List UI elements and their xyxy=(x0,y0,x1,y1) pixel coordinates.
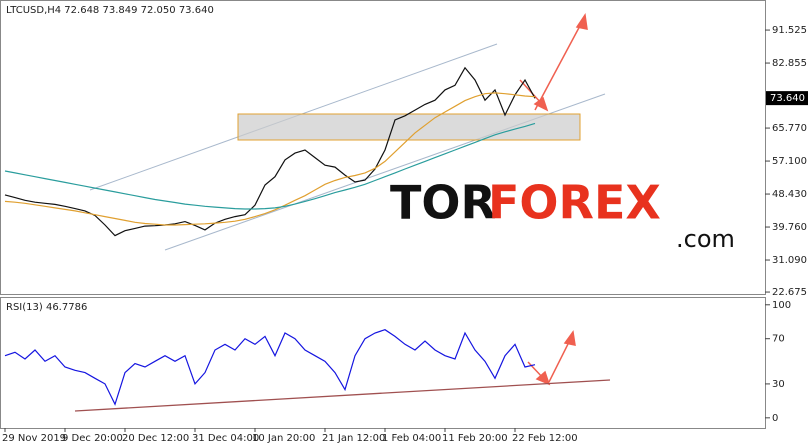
series-line xyxy=(4,122,536,210)
rsi-panel xyxy=(0,297,766,429)
y-tick-label: 39.760 xyxy=(772,222,807,233)
last-price-marker xyxy=(766,91,808,106)
y-tick-label: 65.770 xyxy=(772,123,807,134)
y-tick-label: 70 xyxy=(772,334,785,345)
chart-title: LTCUSD,H4 72.648 73.849 72.050 73.640 xyxy=(6,5,214,16)
rsi-trendline xyxy=(74,379,611,412)
watermark: TOR FOREX .com xyxy=(390,176,735,254)
price-panel xyxy=(0,0,766,295)
x-tick-label: 1 Feb 04:00 xyxy=(382,433,441,444)
x-tick-label: 31 Dec 04:00 xyxy=(192,433,259,444)
x-tick-label: 29 Nov 2019 xyxy=(2,433,66,444)
y-tick-label: 100 xyxy=(772,300,791,311)
watermark-forex: FOREX xyxy=(488,176,661,230)
y-tick-label: 0 xyxy=(772,413,778,424)
y-tick-label: 57.100 xyxy=(772,156,807,167)
last-price-label: 73.640 xyxy=(770,93,805,104)
x-tick-label: 10 Jan 20:00 xyxy=(252,433,315,444)
x-tick-label: 21 Jan 12:00 xyxy=(322,433,385,444)
y-tick-label: 22.675 xyxy=(772,287,807,298)
y-tick-label: 30 xyxy=(772,379,785,390)
watermark-tor: TOR xyxy=(390,176,496,230)
x-tick-label: 22 Feb 12:00 xyxy=(512,433,578,444)
y-tick-label: 48.430 xyxy=(772,189,807,200)
watermark-com: .com xyxy=(676,225,735,253)
series-line xyxy=(4,92,536,226)
y-tick-label: 91.525 xyxy=(772,25,807,36)
y-tick-label: 31.090 xyxy=(772,255,807,266)
x-tick-label: 11 Feb 20:00 xyxy=(442,433,508,444)
y-tick-label: 82.855 xyxy=(772,58,807,69)
series-line xyxy=(4,329,536,406)
x-tick-label: 9 Dec 20:00 xyxy=(62,433,123,444)
x-tick-label: 20 Dec 12:00 xyxy=(122,433,189,444)
rsi-title: RSI(13) 46.7786 xyxy=(6,302,87,313)
support-zone xyxy=(237,113,581,141)
